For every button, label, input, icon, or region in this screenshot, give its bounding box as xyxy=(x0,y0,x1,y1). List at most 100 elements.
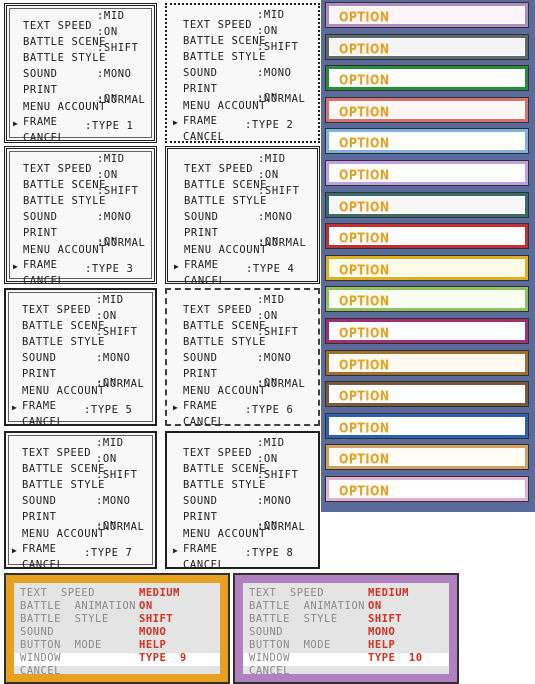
frame-type-value[interactable]: :TYPE 8 xyxy=(245,547,294,559)
label-cancel[interactable]: CANCEL xyxy=(22,416,64,428)
option-frame-14[interactable]: OPTION xyxy=(326,413,528,438)
frame-type-value[interactable]: :TYPE 5 xyxy=(84,404,133,416)
option-frame-12[interactable]: OPTION xyxy=(326,350,528,375)
label-mid: :MID xyxy=(257,294,285,306)
option-frame-11[interactable]: OPTION xyxy=(326,319,528,343)
option-frame-8[interactable]: OPTION xyxy=(326,224,528,249)
gbc-label-battle-animation[interactable]: BATTLE ANIMATION xyxy=(20,600,136,612)
option-frame-16[interactable]: OPTION xyxy=(326,477,528,501)
label-mono: :MONO xyxy=(97,68,132,80)
label-frame[interactable]: FRAME xyxy=(23,259,58,271)
frame-type-value[interactable]: :TYPE 2 xyxy=(245,119,294,131)
gbc-value-mono[interactable]: MONO xyxy=(368,626,396,638)
label-mono: :MONO xyxy=(257,67,292,79)
option-label: OPTION xyxy=(339,136,390,152)
gbc-value-shift[interactable]: SHIFT xyxy=(139,613,174,625)
label-normal: :NORMAL xyxy=(257,378,306,390)
cursor-arrow[interactable]: ▶ xyxy=(173,546,179,555)
label-cancel[interactable]: CANCEL xyxy=(183,416,225,428)
frame-type-value[interactable]: :TYPE 6 xyxy=(245,404,294,416)
label-cancel[interactable]: CANCEL xyxy=(183,131,225,143)
label-text-speed: TEXT SPEED xyxy=(23,163,93,175)
label-cancel[interactable]: CANCEL xyxy=(23,275,65,287)
label-battle-scene: BATTLE SCENE xyxy=(183,35,267,47)
label-frame[interactable]: FRAME xyxy=(183,400,218,412)
cursor-arrow[interactable]: ▶ xyxy=(173,403,179,412)
option-frame-4[interactable]: OPTION xyxy=(326,97,528,122)
gbc-label-text-speed[interactable]: TEXT SPEED xyxy=(249,587,325,599)
label-mid: :MID xyxy=(96,294,124,306)
cursor-arrow[interactable]: ▶ xyxy=(174,262,180,271)
label-frame[interactable]: FRAME xyxy=(23,116,58,128)
gbc-label-battle-style[interactable]: BATTLE STYLE xyxy=(20,613,109,625)
gbc-value-medium[interactable]: MEDIUM xyxy=(368,587,409,599)
gbc-value-mono[interactable]: MONO xyxy=(139,626,167,638)
label-text-speed: TEXT SPEED xyxy=(22,304,92,316)
gbc-value-help[interactable]: HELP xyxy=(368,639,396,651)
gbc-label-battle-style[interactable]: BATTLE STYLE xyxy=(249,613,338,625)
label-print: PRINT xyxy=(184,227,219,239)
option-frame-7[interactable]: OPTION xyxy=(326,192,528,217)
cursor-arrow[interactable]: ▶ xyxy=(12,546,18,555)
gbc-value-on[interactable]: ON xyxy=(368,600,382,612)
option-label: OPTION xyxy=(339,9,390,26)
option-frame-1[interactable]: OPTION xyxy=(326,3,528,27)
label-text-speed: TEXT SPEED xyxy=(183,19,253,31)
label-on: :ON xyxy=(97,93,118,105)
label-frame[interactable]: FRAME xyxy=(22,543,57,555)
option-frame-15[interactable]: OPTION xyxy=(326,445,528,470)
cursor-arrow[interactable]: ▶ xyxy=(173,118,179,127)
gbc-window-type[interactable]: TYPE 9 xyxy=(139,652,187,664)
label-frame[interactable]: FRAME xyxy=(183,543,218,555)
gbc-label-cancel[interactable]: CANCEL xyxy=(20,665,61,677)
label-on: :ON xyxy=(258,169,279,181)
cursor-arrow[interactable]: ▶ xyxy=(13,119,19,128)
label-cancel[interactable]: CANCEL xyxy=(23,132,65,144)
label-battle-scene: BATTLE SCENE xyxy=(22,320,106,332)
gbc-label-text-speed[interactable]: TEXT SPEED xyxy=(20,587,96,599)
label-battle-scene: BATTLE SCENE xyxy=(183,463,267,475)
frame-type-value[interactable]: :TYPE 1 xyxy=(85,120,134,132)
label-cancel[interactable]: CANCEL xyxy=(183,559,225,571)
label-frame[interactable]: FRAME xyxy=(183,115,218,127)
label-normal: :NORMAL xyxy=(257,521,306,533)
label-cancel[interactable]: CANCEL xyxy=(184,275,226,287)
option-frame-13[interactable]: OPTION xyxy=(326,382,528,407)
label-frame[interactable]: FRAME xyxy=(184,259,219,271)
gbc-value-on[interactable]: ON xyxy=(139,600,153,612)
label-frame[interactable]: FRAME xyxy=(22,400,57,412)
label-print: PRINT xyxy=(23,84,58,96)
option-frame-10[interactable]: OPTION xyxy=(326,287,528,312)
cursor-arrow[interactable]: ▶ xyxy=(12,403,18,412)
label-normal: :NORMAL xyxy=(257,93,306,105)
label-cancel[interactable]: CANCEL xyxy=(22,559,64,571)
gbc-window-type[interactable]: TYPE 10 xyxy=(368,652,423,664)
frame-type-value[interactable]: :TYPE 4 xyxy=(246,263,295,275)
label-mono: :MONO xyxy=(258,211,293,223)
gbc-label-sound[interactable]: SOUND xyxy=(20,626,55,638)
gbc-value-medium[interactable]: MEDIUM xyxy=(139,587,180,599)
gbc-label-window[interactable]: WINDOW xyxy=(249,652,290,664)
label-on: :ON xyxy=(257,310,278,322)
gbc-value-shift[interactable]: SHIFT xyxy=(368,613,403,625)
gbc-label-cancel[interactable]: CANCEL xyxy=(249,665,290,677)
option-frame-3[interactable]: OPTION xyxy=(326,66,528,91)
gbc-value-help[interactable]: HELP xyxy=(139,639,167,651)
gbc-label-button-mode[interactable]: BUTTON MODE xyxy=(249,639,331,651)
label-print: PRINT xyxy=(23,227,58,239)
cursor-arrow[interactable]: ▶ xyxy=(13,262,19,271)
frame-type-value[interactable]: :TYPE 7 xyxy=(84,547,133,559)
gbc-label-battle-animation[interactable]: BATTLE ANIMATION xyxy=(249,600,365,612)
option-label: OPTION xyxy=(339,420,390,437)
gbc-label-button-mode[interactable]: BUTTON MODE xyxy=(20,639,102,651)
option-frame-5[interactable]: OPTION xyxy=(326,129,528,154)
label-mid: :MID xyxy=(257,437,285,449)
label-battle-scene: BATTLE SCENE xyxy=(23,36,107,48)
gbc-label-window[interactable]: WINDOW xyxy=(20,652,61,664)
frame-type-value[interactable]: :TYPE 3 xyxy=(85,263,134,275)
option-frame-6[interactable]: OPTION xyxy=(326,161,528,185)
gbc-label-sound[interactable]: SOUND xyxy=(249,626,284,638)
option-frame-2[interactable]: OPTION xyxy=(326,34,528,59)
label-normal: :NORMAL xyxy=(97,94,146,106)
option-frame-9[interactable]: OPTION xyxy=(326,255,528,280)
